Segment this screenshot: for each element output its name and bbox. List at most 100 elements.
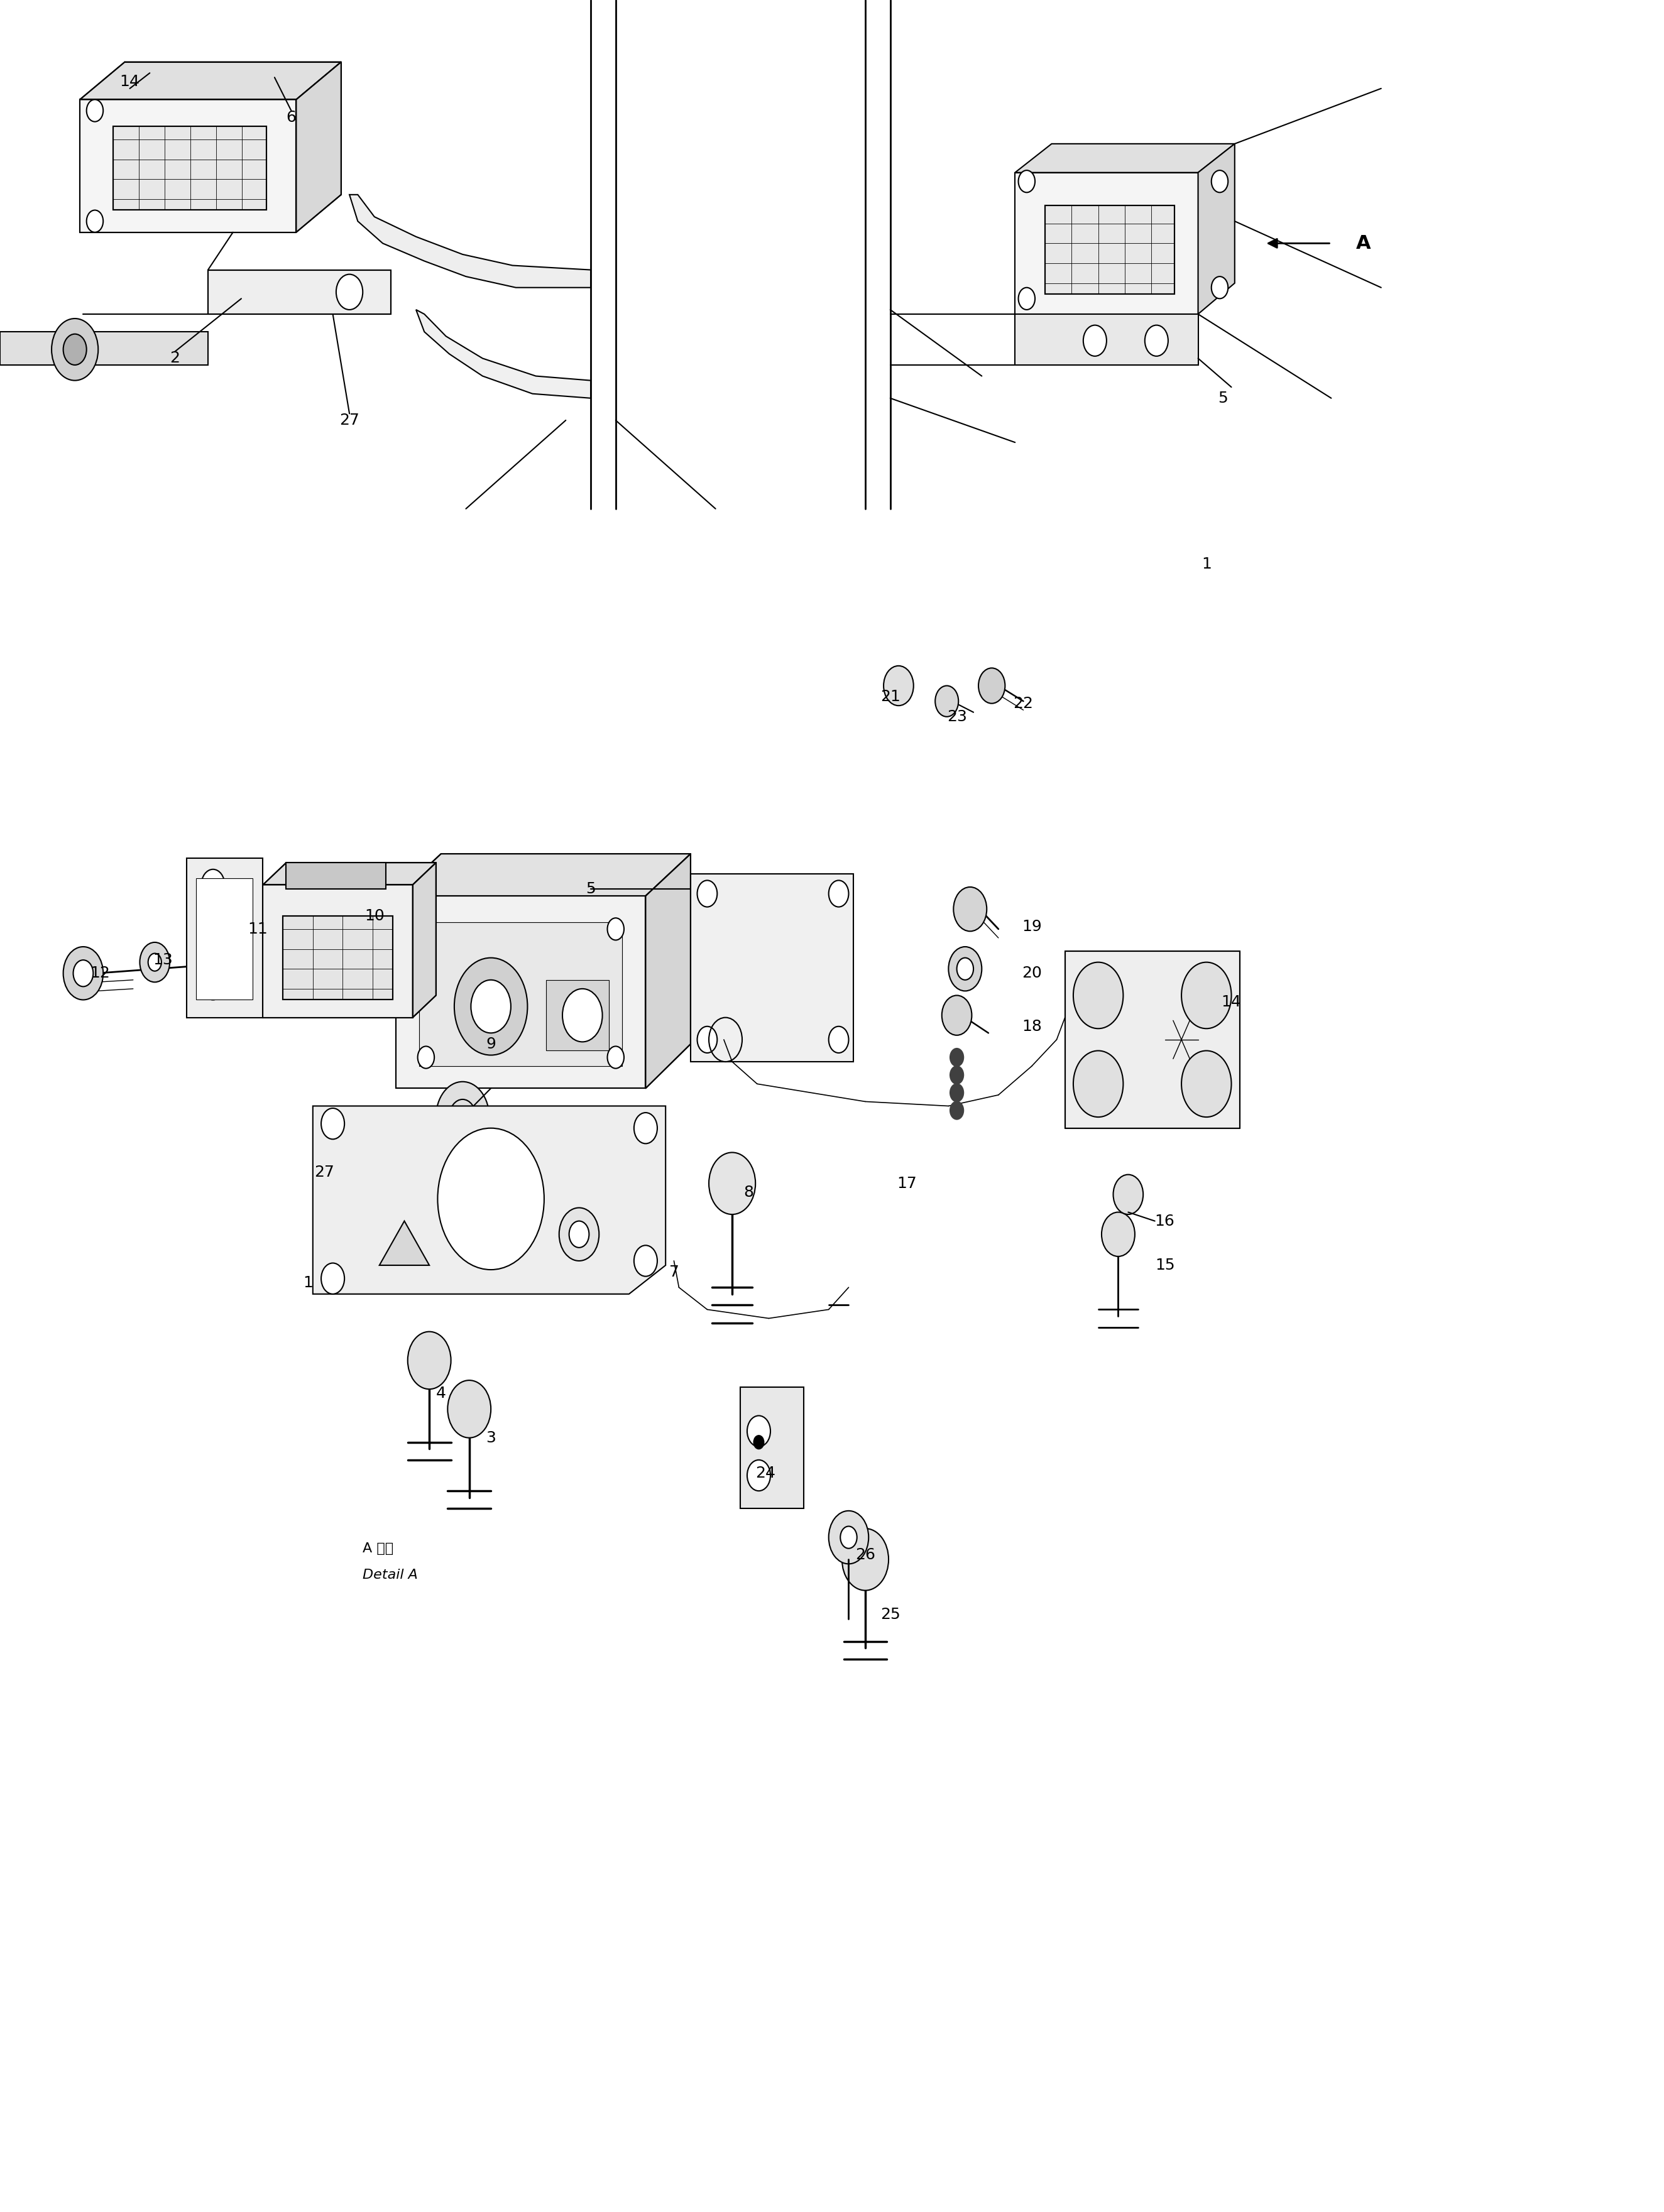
Polygon shape xyxy=(0,332,208,365)
Circle shape xyxy=(829,880,849,907)
Text: 3: 3 xyxy=(486,1431,496,1444)
Circle shape xyxy=(747,1460,770,1491)
Circle shape xyxy=(950,1084,963,1102)
Text: 18: 18 xyxy=(1022,1020,1042,1033)
Text: 2: 2 xyxy=(170,352,180,365)
Text: 27: 27 xyxy=(339,414,359,427)
Text: 13: 13 xyxy=(153,953,173,967)
Circle shape xyxy=(201,869,225,900)
Text: 12: 12 xyxy=(90,967,110,980)
Text: 1: 1 xyxy=(1201,557,1211,571)
Text: 25: 25 xyxy=(880,1608,900,1621)
Polygon shape xyxy=(1065,951,1240,1128)
Text: 15: 15 xyxy=(1155,1259,1175,1272)
Circle shape xyxy=(63,334,87,365)
Bar xyxy=(740,1387,804,1509)
Polygon shape xyxy=(1015,173,1198,314)
Text: Detail A: Detail A xyxy=(363,1568,418,1582)
Polygon shape xyxy=(379,1221,429,1265)
Circle shape xyxy=(569,1221,589,1248)
Circle shape xyxy=(942,995,972,1035)
Text: 7: 7 xyxy=(669,1265,679,1279)
Circle shape xyxy=(471,980,511,1033)
Text: 4: 4 xyxy=(436,1387,446,1400)
Circle shape xyxy=(201,969,225,1000)
Circle shape xyxy=(454,958,527,1055)
Circle shape xyxy=(747,1416,770,1447)
Circle shape xyxy=(957,958,973,980)
Circle shape xyxy=(1211,170,1228,192)
Circle shape xyxy=(52,319,98,380)
Circle shape xyxy=(1083,325,1107,356)
Circle shape xyxy=(418,1046,434,1068)
Polygon shape xyxy=(1198,144,1235,314)
Circle shape xyxy=(953,887,987,931)
Text: 5: 5 xyxy=(1218,392,1228,405)
Text: 14: 14 xyxy=(120,75,140,88)
Polygon shape xyxy=(80,100,296,232)
Text: 19: 19 xyxy=(1022,920,1042,933)
Circle shape xyxy=(634,1113,657,1144)
Circle shape xyxy=(829,1511,869,1564)
Circle shape xyxy=(607,1046,624,1068)
Text: 26: 26 xyxy=(855,1548,875,1562)
Text: 27: 27 xyxy=(314,1166,334,1179)
Bar xyxy=(186,858,263,1018)
Circle shape xyxy=(950,1066,963,1084)
Text: 16: 16 xyxy=(1155,1214,1175,1228)
Text: 23: 23 xyxy=(947,710,967,723)
Circle shape xyxy=(562,989,602,1042)
Text: A: A xyxy=(1356,234,1371,252)
Circle shape xyxy=(935,686,958,717)
Text: 5: 5 xyxy=(586,883,596,896)
Circle shape xyxy=(709,1152,755,1214)
Text: 20: 20 xyxy=(1022,967,1042,980)
Circle shape xyxy=(1145,325,1168,356)
Text: 14: 14 xyxy=(1221,995,1241,1009)
Circle shape xyxy=(559,1208,599,1261)
Text: 9: 9 xyxy=(486,1037,496,1051)
Circle shape xyxy=(1073,962,1123,1029)
Text: 24: 24 xyxy=(755,1467,775,1480)
Text: A 計拡: A 計拡 xyxy=(363,1542,394,1555)
Circle shape xyxy=(336,274,363,310)
Polygon shape xyxy=(296,62,341,232)
Polygon shape xyxy=(416,310,591,398)
Text: 6: 6 xyxy=(286,111,296,124)
Circle shape xyxy=(754,1436,764,1449)
Text: 1: 1 xyxy=(303,1276,313,1290)
Circle shape xyxy=(948,947,982,991)
Polygon shape xyxy=(263,863,436,885)
Bar xyxy=(283,916,393,1000)
Circle shape xyxy=(87,100,103,122)
Circle shape xyxy=(1181,962,1231,1029)
Bar xyxy=(419,922,622,1066)
Bar xyxy=(1045,206,1175,294)
Bar xyxy=(113,126,266,210)
Text: 22: 22 xyxy=(1013,697,1033,710)
Text: 17: 17 xyxy=(897,1177,917,1190)
Circle shape xyxy=(1113,1175,1143,1214)
Text: 8: 8 xyxy=(744,1186,754,1199)
Bar xyxy=(286,863,386,889)
Circle shape xyxy=(697,880,717,907)
Polygon shape xyxy=(1015,314,1198,365)
Polygon shape xyxy=(313,1106,666,1294)
Circle shape xyxy=(607,918,624,940)
Circle shape xyxy=(336,1137,396,1217)
Circle shape xyxy=(842,1528,889,1590)
Circle shape xyxy=(697,1026,717,1053)
Circle shape xyxy=(321,1108,344,1139)
Bar xyxy=(546,980,609,1051)
Circle shape xyxy=(1211,276,1228,299)
Circle shape xyxy=(418,918,434,940)
Circle shape xyxy=(1018,288,1035,310)
Text: 21: 21 xyxy=(880,690,900,703)
Circle shape xyxy=(950,1102,963,1119)
Circle shape xyxy=(436,1082,489,1152)
Bar xyxy=(1045,206,1175,294)
Circle shape xyxy=(884,666,914,706)
Circle shape xyxy=(140,942,170,982)
Polygon shape xyxy=(646,854,691,1088)
Bar xyxy=(113,126,266,210)
